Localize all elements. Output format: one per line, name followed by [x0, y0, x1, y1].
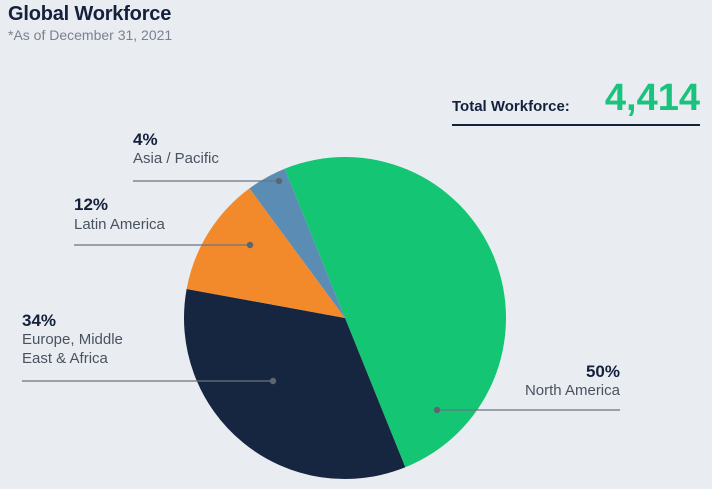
leader-dot-europe-mea — [269, 377, 277, 385]
chart-subtitle: *As of December 31, 2021 — [8, 27, 173, 43]
slice-label-asia-pacific: Asia / Pacific — [133, 150, 219, 167]
slice-label-europe-mea-line-2: East & Africa — [22, 350, 109, 367]
pie-slice-north-america — [284, 156, 507, 468]
total-workforce: Total Workforce: 4,414 — [452, 76, 700, 126]
slice-label-latin-america: Latin America — [74, 216, 166, 233]
leader-dot-asia-pacific — [275, 177, 283, 185]
pie-slice-latin-america — [186, 188, 345, 318]
slice-label-north-america: North America — [525, 382, 621, 399]
total-workforce-label: Total Workforce: — [452, 98, 570, 115]
slice-percent-europe-mea: 34% — [22, 311, 56, 330]
slice-percent-north-america: 50% — [586, 362, 620, 381]
slice-label-europe-mea: Europe, Middle — [22, 331, 123, 348]
leader-dot-latin-america — [246, 241, 254, 249]
slice-percent-latin-america: 12% — [74, 195, 108, 214]
chart-title: Global Workforce — [8, 3, 172, 25]
slice-percent-asia-pacific: 4% — [133, 130, 158, 149]
pie-slice-asia-pacific — [249, 168, 345, 318]
total-workforce-value: 4,414 — [604, 77, 700, 119]
pie-slice-europe-mea — [183, 288, 406, 480]
leader-dot-north-america — [433, 406, 441, 414]
